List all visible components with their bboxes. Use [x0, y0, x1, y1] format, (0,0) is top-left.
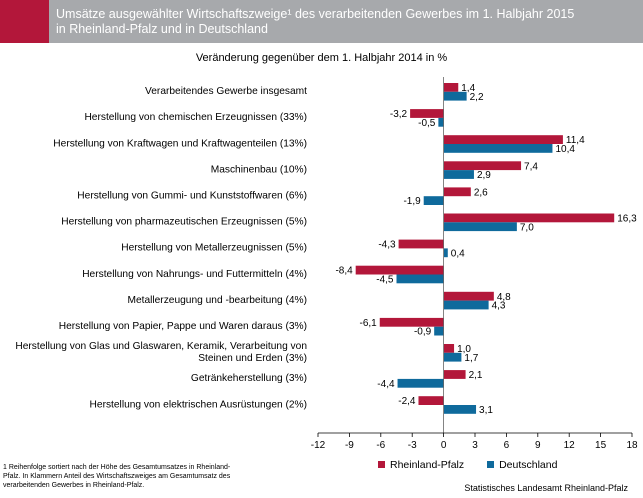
bar-de	[443, 352, 462, 362]
x-tick-label: -12	[311, 440, 326, 451]
value-label-de: 2,9	[477, 170, 491, 181]
value-label-de: 2,2	[470, 92, 484, 103]
header-bar	[0, 0, 643, 43]
bar-de	[443, 144, 553, 153]
x-tick-label: 12	[564, 440, 576, 451]
bar-de	[443, 300, 489, 310]
bar-rlp	[398, 239, 444, 249]
bar-de	[434, 326, 444, 336]
x-tick-label: -6	[376, 440, 385, 451]
bar-rlp	[410, 109, 444, 118]
legend-label-de: Deutschland	[499, 459, 558, 471]
bar-rlp	[443, 135, 563, 144]
x-tick-label: 18	[626, 440, 638, 451]
bar-de	[443, 248, 448, 258]
legend-item-de: Deutschland	[487, 459, 557, 471]
header-accent	[0, 0, 49, 43]
category-label: Getränkeherstellung (3%)	[191, 373, 307, 384]
bar-rlp	[443, 370, 466, 379]
category-label: Maschinenbau (10%)	[211, 164, 307, 175]
x-tick-label: -9	[345, 440, 354, 451]
x-tick-label: 15	[595, 440, 607, 451]
bar-de	[443, 405, 477, 414]
value-label-de: 4,3	[492, 301, 506, 312]
value-label-de: 10,4	[555, 144, 575, 155]
x-tick-label: 3	[472, 440, 478, 451]
value-label-rlp: -2,4	[398, 396, 416, 407]
value-label-rlp: 1,0	[457, 344, 471, 355]
bar-de	[443, 170, 474, 179]
value-label-de: 3,1	[479, 405, 493, 416]
category-label: Herstellung von pharmazeutischen Erzeugn…	[61, 217, 307, 228]
legend-swatch-rlp	[378, 461, 385, 468]
value-label-de: -0,9	[414, 327, 432, 338]
category-label: Herstellung von Gummi- und Kunststoffwar…	[77, 190, 307, 201]
value-label-rlp: -3,2	[390, 109, 408, 120]
category-label: Verarbeitendes Gewerbe insgesamt	[145, 86, 307, 97]
value-label-rlp: 2,6	[474, 187, 488, 198]
bar-rlp	[443, 83, 459, 92]
chart-subtitle: Veränderung gegenüber dem 1. Halbjahr 20…	[195, 52, 448, 64]
bar-rlp	[418, 396, 444, 405]
value-label-de: 1,7	[464, 353, 478, 364]
bar-de	[443, 91, 467, 101]
source-credit: Statistisches Landesamt Rheinland-Pfalz	[464, 483, 628, 493]
value-label-rlp: -4,3	[378, 240, 396, 251]
bar-de	[396, 274, 444, 284]
bar-de	[443, 222, 517, 232]
bar-rlp	[443, 344, 455, 353]
bar-rlp	[443, 213, 615, 223]
value-label-de: -0,5	[418, 118, 436, 129]
x-tick-label: 6	[504, 440, 510, 451]
category-label: Herstellung von Kraftwagen und Kraftwage…	[53, 138, 307, 149]
category-label: Herstellung von Metallerzeugnissen (5%)	[121, 243, 307, 254]
bar-de	[438, 117, 444, 127]
value-label-rlp: -6,1	[360, 318, 378, 329]
category-label: Herstellung von chemischen Erzeugnissen …	[84, 112, 307, 123]
value-label-rlp: 16,3	[617, 214, 637, 225]
value-label-de: -4,4	[377, 379, 395, 390]
legend: Rheinland-Pfalz Deutschland	[378, 459, 577, 471]
legend-swatch-de	[487, 461, 495, 468]
value-label-de: -1,9	[403, 196, 421, 207]
value-label-rlp: -8,4	[335, 266, 353, 277]
value-label-de: -4,5	[376, 275, 394, 286]
bar-de	[423, 196, 444, 205]
category-label: Metallerzeugung und -bearbeitung (4%)	[127, 295, 307, 306]
value-label-rlp: 7,4	[524, 161, 538, 172]
bar-rlp	[443, 291, 494, 301]
value-label-rlp: 1,4	[461, 83, 475, 94]
bar-rlp	[379, 317, 444, 327]
legend-item-rlp: Rheinland-Pfalz	[378, 459, 464, 471]
bar-de	[397, 378, 444, 388]
legend-label-rlp: Rheinland-Pfalz	[390, 459, 465, 471]
x-tick-label: 0	[441, 440, 447, 451]
x-tick-label: -3	[408, 440, 417, 451]
footnote: 1 Reihenfolge sortiert nach der Höhe des…	[3, 464, 231, 489]
value-label-de: 0,4	[451, 248, 465, 259]
x-tick-label: 9	[535, 440, 541, 451]
value-label-rlp: 2,1	[469, 370, 483, 381]
category-label: Herstellung von Glas und Glaswaren, Kera…	[15, 341, 307, 364]
chart-title: Umsätze ausgewählter Wirtschaftszweige¹ …	[56, 7, 575, 36]
category-label: Herstellung von Papier, Pappe und Waren …	[59, 321, 307, 332]
category-label: Herstellung von Nahrungs- und Futtermitt…	[82, 269, 307, 280]
value-label-rlp: 4,8	[497, 292, 511, 303]
bar-rlp	[355, 265, 444, 275]
bar-rlp	[443, 161, 522, 171]
value-label-rlp: 11,4	[566, 135, 585, 146]
bar-rlp	[443, 187, 471, 197]
value-label-de: 7,0	[520, 222, 534, 233]
category-label: Herstellung von elektrischen Ausrüstunge…	[90, 399, 307, 410]
